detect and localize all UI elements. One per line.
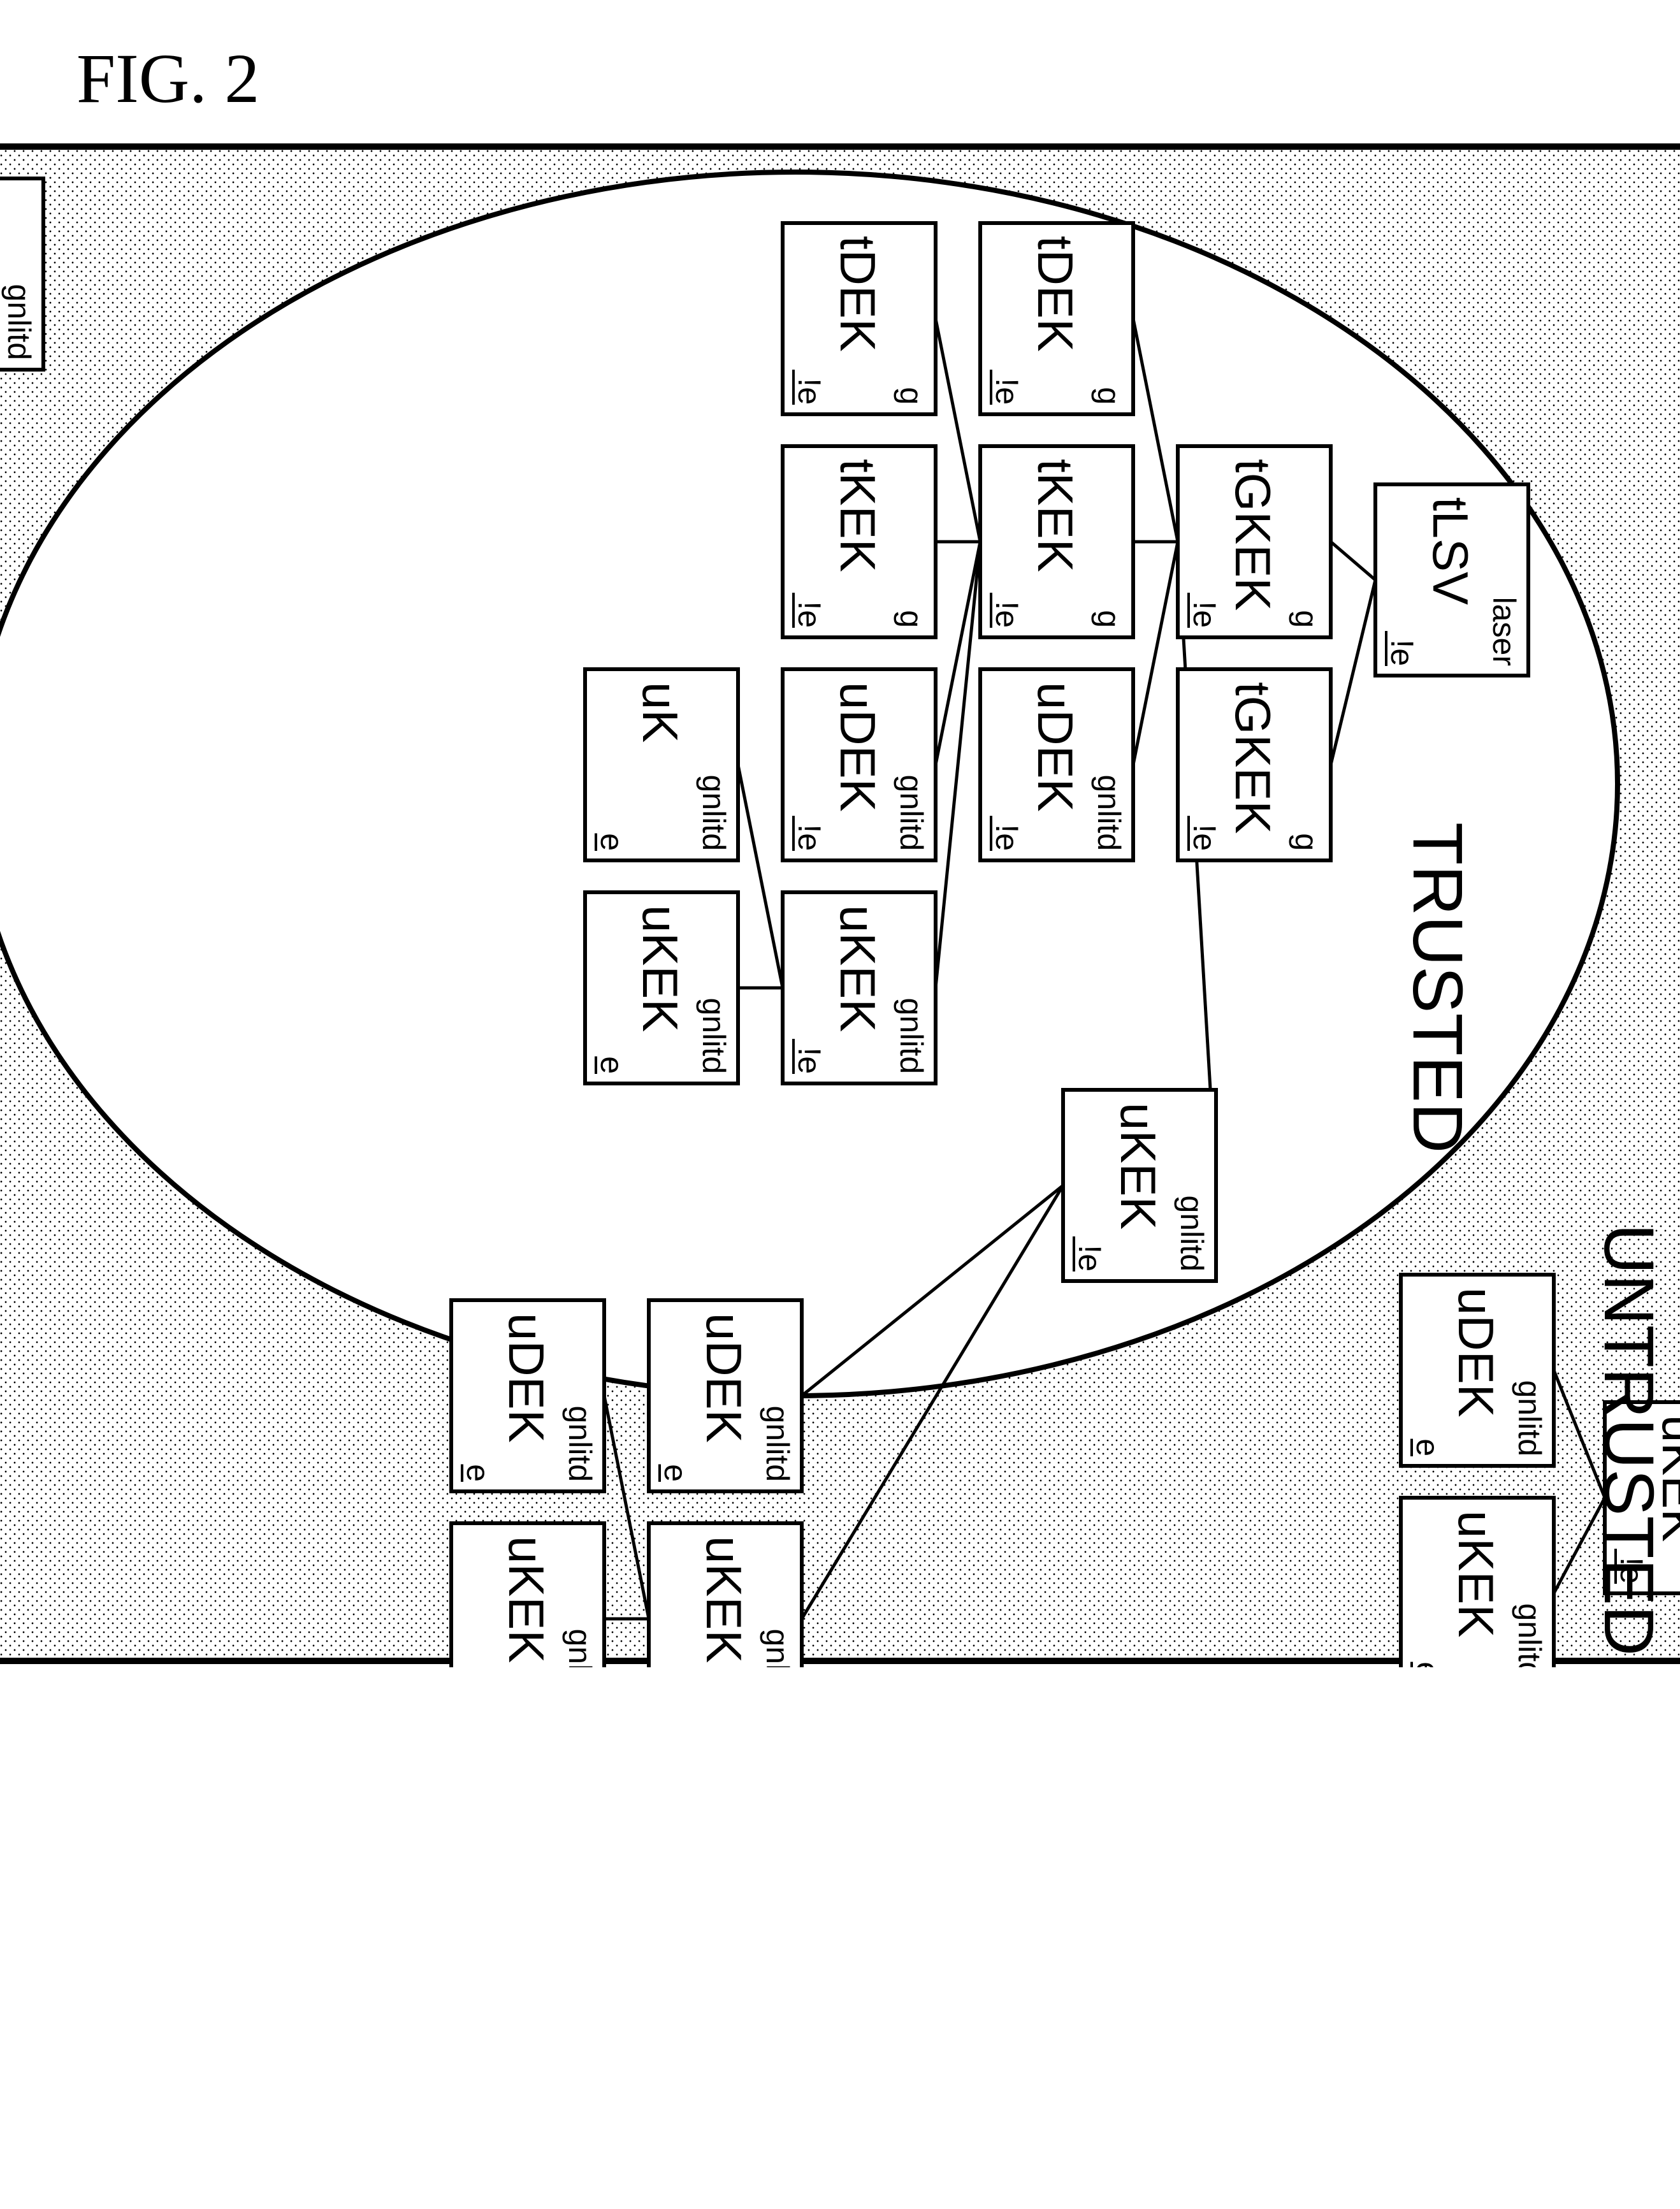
node-tLSV: tLSVlaser !e [1375, 484, 1528, 676]
node-uKEK_top_r: uKEKgnlitd e [1401, 1498, 1554, 1667]
node-tr-tag: g [894, 387, 929, 405]
node-name: uKEK [1110, 1103, 1166, 1229]
node-name: tLSV [1423, 497, 1479, 605]
trusted-label: TRUSTED [1398, 822, 1477, 1153]
node-br-tag: e [1410, 1662, 1445, 1667]
node-name: uKEK [696, 1536, 752, 1663]
node-tr-tag: gnlitd [894, 774, 929, 851]
node-uDEK_iso: uDEKgnlitd!e [0, 178, 43, 370]
node-tr-tag: gnlitd [1512, 1603, 1547, 1667]
node-uDEK_ext_bl: uDEKgnlitd e [451, 1300, 604, 1491]
node-tr-tag: gnlitd [1, 284, 37, 360]
node-tr-tag: laser [1486, 597, 1522, 666]
node-name: tKEK [1027, 459, 1083, 572]
node-tKEK_r2m: tKEK g !e [980, 446, 1133, 637]
node-br-tag: e [1410, 1438, 1445, 1456]
node-uKEK_ext_r: uKEKgnlitde [649, 1523, 802, 1667]
node-name: uDEK [1448, 1287, 1504, 1417]
node-tr-tag: gnlitd [760, 1628, 795, 1667]
node-name: uKEK [1448, 1510, 1504, 1637]
node-tr-tag: gnlitd [696, 997, 732, 1074]
node-uDEK_r3r: uDEKgnlitd !e [783, 669, 936, 860]
node-tr-tag: gnlitd [1174, 1195, 1210, 1271]
node-tDEK_r2l: tDEK g !e [980, 223, 1133, 414]
node-tr-tag: g [894, 610, 929, 628]
node-br-tag: !e [1187, 824, 1222, 851]
node-name: uK [632, 682, 688, 742]
node-uKEK_r4r: uKEKgnlitd e [585, 892, 738, 1083]
node-name: tDEK [830, 236, 886, 352]
diagram-stage: uKEKgnlitd!euDEKgnlitdeuKEKgnlitdetLSVla… [0, 140, 1680, 1667]
node-uKEK_ext_br: uKEKgnlitde [451, 1523, 604, 1667]
untrusted-label: UNTRUSTED [1589, 1224, 1668, 1656]
node-tGKEK_l: tGKEK g !e [1178, 446, 1331, 637]
node-br-tag: !e [1072, 1245, 1108, 1271]
node-tr-tag: gnlitd [894, 997, 929, 1074]
node-name: uDEK [696, 1313, 752, 1443]
page-root: FIG. 2 uKEKgnlitd!euDEKgnlitdeuKEKgnlitd… [0, 0, 1680, 2209]
node-br-tag: !e [1384, 639, 1420, 666]
node-name: tDEK [1027, 236, 1083, 352]
diagram-svg: uKEKgnlitd!euDEKgnlitdeuKEKgnlitdetLSVla… [0, 140, 1680, 1667]
node-br-tag: !e [989, 824, 1025, 851]
node-tr-tag: gnlitd [696, 774, 732, 851]
node-br-tag: e [594, 833, 630, 851]
node-tr-tag: gnlitd [1091, 774, 1127, 851]
node-uDEK_top_l: uDEKgnlitd e [1401, 1275, 1554, 1466]
node-br-tag: !e [792, 1047, 827, 1074]
node-name: tKEK [830, 459, 886, 572]
node-name: tGKEK [1225, 682, 1281, 834]
node-br-tag: e [460, 1464, 496, 1482]
node-tr-tag: g [1091, 610, 1127, 628]
node-tr-tag: g [1289, 610, 1324, 628]
node-name: uDEK [830, 682, 886, 812]
node-br-tag: !e [1187, 601, 1222, 628]
node-name: uDEK [1027, 682, 1083, 812]
node-uDEK_ext_l: uDEKgnlitd e [649, 1300, 802, 1491]
figure-label: FIG. 2 [76, 38, 259, 119]
node-tr-tag: gnlitd [1512, 1380, 1547, 1456]
node-br-tag: !e [989, 601, 1025, 628]
node-tKEK_r3m: tKEK g !e [783, 446, 936, 637]
node-name: uKEK [498, 1536, 554, 1663]
node-uK_r4l: uKgnlitd e [585, 669, 738, 860]
node-uKEK_bridge: uKEKgnlitd !e [1063, 1090, 1216, 1281]
node-name: uKEK [632, 905, 688, 1032]
node-tr-tag: g [1091, 387, 1127, 405]
node-br-tag: e [594, 1056, 630, 1074]
node-tr-tag: g [1289, 833, 1324, 851]
node-br-tag: e [658, 1464, 693, 1482]
node-name: tGKEK [1225, 459, 1281, 611]
node-tDEK_r3l: tDEK g !e [783, 223, 936, 414]
node-tr-tag: gnlitd [562, 1628, 598, 1667]
node-uKEK_r3rr: uKEKgnlitd !e [783, 892, 936, 1083]
node-br-tag: !e [989, 378, 1025, 405]
node-uDEK_r2r: uDEKgnlitd !e [980, 669, 1133, 860]
node-br-tag: !e [792, 824, 827, 851]
node-br-tag: !e [792, 378, 827, 405]
node-tr-tag: gnlitd [562, 1405, 598, 1482]
node-tGKEK_r: tGKEK g !e [1178, 669, 1331, 860]
node-tr-tag: gnlitd [760, 1405, 795, 1482]
node-br-tag: !e [792, 601, 827, 628]
node-name: uKEK [830, 905, 886, 1032]
node-name: uDEK [498, 1313, 554, 1443]
